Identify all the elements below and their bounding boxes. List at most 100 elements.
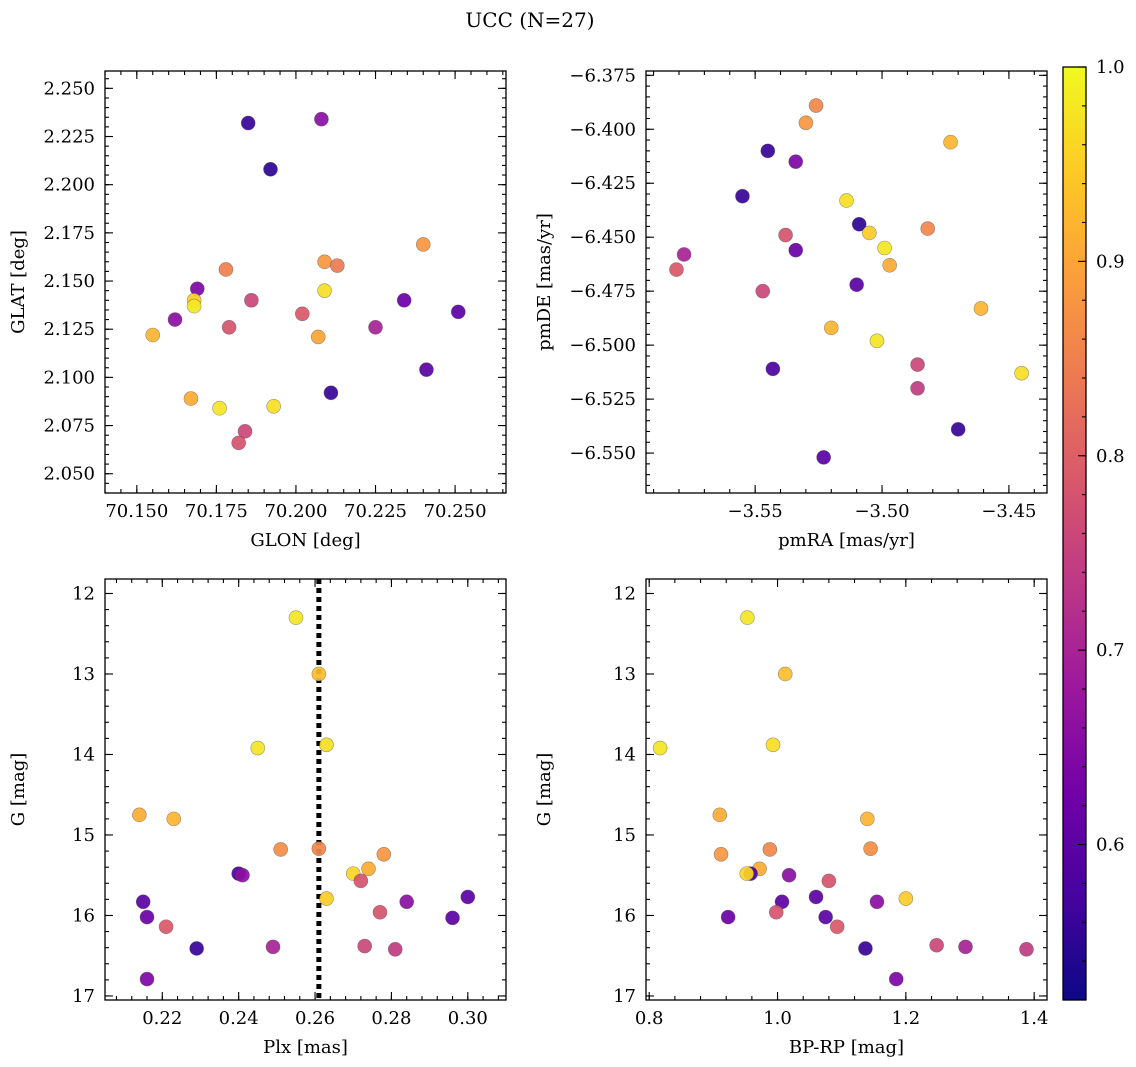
y-tick-label: −6.525 <box>569 389 636 410</box>
y-axis-label: pmDE [mas/yr] <box>534 213 555 351</box>
scatter-point <box>858 941 873 956</box>
scatter-point <box>319 891 334 906</box>
y-tick-label: 16 <box>613 905 636 926</box>
scatter-point <box>311 666 327 682</box>
scatter-point <box>319 737 334 753</box>
scatter-point <box>720 909 736 925</box>
y-tick-label: −6.425 <box>569 173 636 194</box>
x-tick-label: −3.45 <box>981 501 1036 522</box>
scatter-point <box>712 807 728 823</box>
y-tick-label: −6.400 <box>569 119 636 140</box>
scatter-point <box>415 237 431 252</box>
x-tick-label: 70.250 <box>424 501 487 522</box>
scatter-point <box>869 333 885 349</box>
scatter-point <box>311 841 327 856</box>
scatter-point <box>295 306 310 322</box>
x-tick-label: 70.200 <box>264 501 327 522</box>
y-tick-label: 2.225 <box>43 127 95 148</box>
y-tick-label: 2.150 <box>43 271 95 292</box>
scatter-point <box>263 161 278 177</box>
x-tick-label: 0.24 <box>219 1008 259 1029</box>
figure-title: UCC (N=27) <box>465 8 594 32</box>
scatter-point <box>235 867 250 883</box>
scatter-point <box>357 938 372 954</box>
y-tick-label: −6.500 <box>569 335 636 356</box>
scatter-point <box>829 919 845 935</box>
scatter-point <box>739 866 755 881</box>
scatter-panel-top-right: −3.55 −3.50 −3.45 −6.550 −6.525 −6.500 −6.475 −… <box>534 65 1048 551</box>
scatter-point <box>910 381 925 396</box>
y-tick-label: −6.550 <box>569 443 636 464</box>
scatter-point <box>1014 365 1029 381</box>
scatter-point <box>943 134 958 150</box>
scatter-point <box>910 357 925 372</box>
y-tick-label: −6.375 <box>569 65 636 86</box>
scatter-point <box>419 362 434 377</box>
scatter-point <box>765 361 781 377</box>
scatter-point <box>877 240 892 256</box>
scatter-point <box>860 811 875 827</box>
colorbar-tick-label: 0.9 <box>1096 251 1125 272</box>
scatter-point <box>183 391 199 406</box>
axes-frame <box>645 578 1048 1001</box>
x-tick-label: 70.225 <box>344 501 407 522</box>
y-axis-label: G [mag] <box>534 753 555 826</box>
y-tick-label: 15 <box>72 825 95 846</box>
scatter-panel-bottom-left: 0.22 0.24 0.26 0.28 0.30 12 13 14 15 16 17 Plx [mas… <box>8 578 507 1058</box>
colorbar: 0.6 0.7 0.8 0.9 1.0 <box>1062 57 1125 1001</box>
scatter-point <box>135 894 151 910</box>
scatter-point <box>218 262 234 277</box>
axes-frame <box>104 578 507 1001</box>
scatter-point <box>777 666 793 682</box>
scatter-point <box>888 971 904 987</box>
scatter-point <box>821 873 837 889</box>
scatter-point <box>288 610 304 625</box>
colorbar-tick-label: 0.6 <box>1096 835 1125 856</box>
scatter-point <box>139 971 155 987</box>
scatter-point <box>244 293 259 308</box>
scatter-point <box>735 188 750 204</box>
y-tick-label: 14 <box>613 744 636 765</box>
scatter-point <box>958 939 973 955</box>
scatter-point <box>768 904 784 920</box>
scatter-point <box>760 143 776 159</box>
scatter-point <box>950 422 966 437</box>
scatter-point <box>781 867 797 883</box>
x-tick-label: 70.150 <box>105 501 168 522</box>
scatter-point <box>166 811 182 827</box>
scatter-panel-bottom-right: 0.8 1.0 1.2 1.4 12 13 14 15 16 17 BP-RP [mag] G [ma… <box>534 578 1048 1058</box>
x-axis-label: Plx [mas] <box>263 1037 348 1058</box>
scatter-point <box>240 115 256 131</box>
scatter-point <box>920 221 936 236</box>
colorbar-frame <box>1062 66 1087 1001</box>
scatter-point <box>265 939 281 955</box>
scatter-point <box>231 435 246 451</box>
scatter-point <box>445 910 460 926</box>
scatter-point <box>353 873 369 889</box>
scatter-point <box>450 304 466 320</box>
y-tick-label: 15 <box>613 825 636 846</box>
y-tick-label: 2.100 <box>43 367 95 388</box>
scatter-point <box>798 115 814 131</box>
scatter-point <box>762 842 778 857</box>
x-tick-label: 70.175 <box>185 501 248 522</box>
scatter-point <box>929 937 944 953</box>
x-axis-label: pmRA [mas/yr] <box>778 530 915 551</box>
scatter-point <box>273 842 288 857</box>
y-tick-label: 17 <box>613 986 636 1007</box>
scatter-point <box>372 904 388 920</box>
x-tick-label: 0.26 <box>295 1008 335 1029</box>
scatter-point <box>652 740 668 756</box>
scatter-point <box>376 847 392 862</box>
scatter-point <box>862 225 877 241</box>
scatter-point <box>808 98 824 113</box>
scatter-point <box>740 610 755 625</box>
scatter-point <box>863 841 878 856</box>
scatter-point <box>676 247 692 262</box>
colorbar-gradient <box>1063 67 1086 1000</box>
y-tick-label: 2.050 <box>43 464 95 485</box>
scatter-point <box>189 941 204 956</box>
scatter-point <box>399 894 415 910</box>
scatter-point <box>839 193 854 208</box>
scatter-point <box>212 400 227 416</box>
